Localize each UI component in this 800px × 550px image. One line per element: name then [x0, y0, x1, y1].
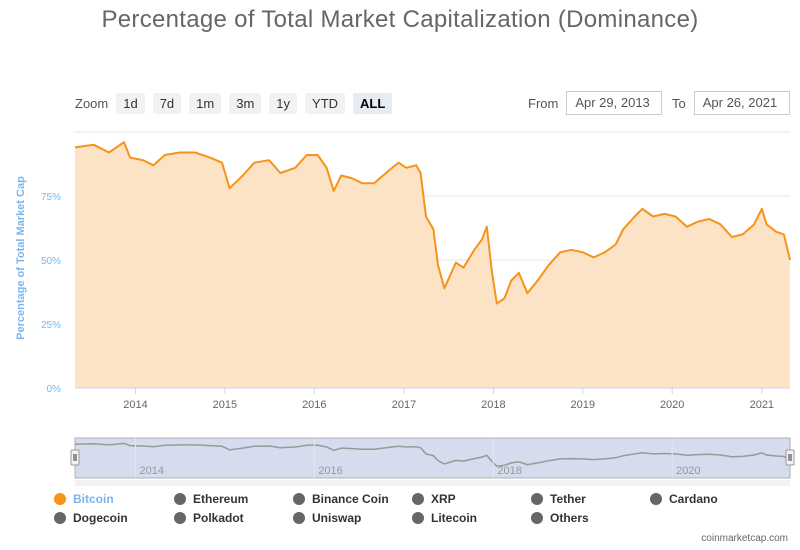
legend-item-dogecoin[interactable]: Dogecoin: [54, 511, 128, 525]
y-tick-label: 0%: [47, 384, 62, 395]
range-to-label: To: [672, 95, 686, 111]
y-tick-label: 50%: [41, 256, 61, 267]
legend-dot-icon: [54, 493, 66, 505]
legend-dot-icon: [412, 512, 424, 524]
x-tick-label: 2014: [123, 399, 147, 411]
legend-item-bitcoin[interactable]: Bitcoin: [54, 492, 114, 506]
zoom-button-ytd[interactable]: YTD: [305, 92, 346, 114]
legend-label: Dogecoin: [73, 511, 128, 525]
navigator-tick-label: 2020: [676, 465, 700, 477]
legend-dot-icon: [531, 512, 543, 524]
x-tick-label: 2015: [213, 399, 237, 411]
legend-label: Cardano: [669, 492, 718, 506]
x-tick-label: 2020: [660, 399, 684, 411]
navigator-mask: [74, 437, 791, 479]
legend-item-xrp[interactable]: XRP: [412, 492, 456, 506]
zoom-button-7d[interactable]: 7d: [152, 92, 182, 114]
legend-dot-icon: [412, 493, 424, 505]
legend-item-tether[interactable]: Tether: [531, 492, 586, 506]
credit-link[interactable]: coinmarketcap.com: [701, 533, 788, 544]
legend-label: Litecoin: [431, 511, 478, 525]
legend-dot-icon: [174, 493, 186, 505]
navigator-series-line: [74, 442, 791, 467]
zoom-label: Zoom: [75, 95, 109, 111]
legend-label: Others: [550, 511, 589, 525]
zoom-button-3m[interactable]: 3m: [229, 92, 262, 114]
legend-label: Polkadot: [193, 511, 244, 525]
legend-dot-icon: [293, 493, 305, 505]
legend-label: Bitcoin: [73, 492, 114, 506]
range-to: To Apr 26, 2021: [672, 91, 790, 115]
range-from-label: From: [528, 95, 559, 111]
zoom-bar: Zoom 1d 7d 1m 3m 1y YTD ALL: [75, 92, 400, 114]
range-from-input[interactable]: Apr 29, 2013: [566, 91, 663, 115]
navigator-right-handle: [785, 449, 795, 466]
legend-dot-icon: [531, 493, 543, 505]
zoom-button-all[interactable]: ALL: [353, 92, 393, 114]
legend-item-binance-coin[interactable]: Binance Coin: [293, 492, 389, 506]
bitcoin-series-line: [74, 141, 791, 305]
y-tick-label: 75%: [41, 192, 61, 203]
legend-dot-icon: [54, 512, 66, 524]
navigator-left-handle: [70, 449, 80, 466]
legend-label: XRP: [431, 492, 456, 506]
chart-title: Percentage of Total Market Capitalizatio…: [101, 6, 699, 33]
legend-item-uniswap[interactable]: Uniswap: [293, 511, 361, 525]
zoom-button-1d[interactable]: 1d: [116, 92, 145, 114]
x-tick-label: 2017: [392, 399, 416, 411]
legend-dot-icon: [174, 512, 186, 524]
navigator-tick-label: 2018: [497, 465, 521, 477]
legend-label: Binance Coin: [312, 492, 389, 506]
x-tick-label: 2021: [750, 399, 774, 411]
legend-dot-icon: [293, 512, 305, 524]
bitcoin-area-fill: [75, 142, 790, 388]
legend-item-others[interactable]: Others: [531, 511, 589, 525]
x-tick-label: 2018: [481, 399, 505, 411]
legend-item-polkadot[interactable]: Polkadot: [174, 511, 244, 525]
legend-dot-icon: [650, 493, 662, 505]
legend-label: Tether: [550, 492, 586, 506]
range-from: From Apr 29, 2013: [528, 91, 663, 115]
zoom-button-1m[interactable]: 1m: [189, 92, 222, 114]
legend-label: Uniswap: [312, 511, 362, 525]
range-to-input[interactable]: Apr 26, 2021: [693, 91, 790, 115]
navigator-tick-label: 2014: [140, 465, 164, 477]
legend-item-ethereum[interactable]: Ethereum: [174, 492, 248, 506]
x-tick-label: 2019: [571, 399, 595, 411]
navigator-scrollbar: [75, 480, 790, 486]
legend-item-litecoin[interactable]: Litecoin: [412, 511, 477, 525]
zoom-button-1y[interactable]: 1y: [269, 92, 298, 114]
navigator-tick-label: 2016: [318, 465, 342, 477]
legend-label: Ethereum: [193, 492, 249, 506]
x-tick-label: 2016: [302, 399, 326, 411]
y-tick-label: 25%: [41, 320, 61, 331]
y-axis-title: Percentage of Total Market Cap: [15, 176, 27, 340]
legend-item-cardano[interactable]: Cardano: [650, 492, 718, 506]
